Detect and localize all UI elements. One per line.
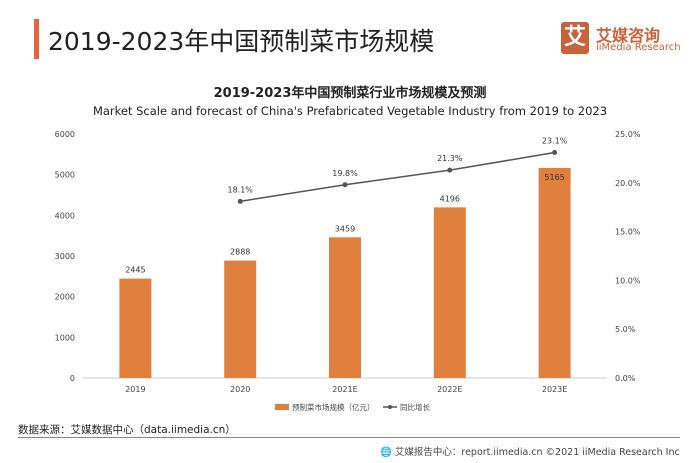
y-tick-label: 3000: [55, 252, 75, 261]
bar: [224, 260, 257, 378]
logo-icon: 艾: [561, 22, 589, 54]
x-tick-label: 2021E: [332, 385, 357, 394]
legend-bar-swatch: [275, 404, 289, 410]
growth-point: [342, 182, 348, 188]
y-tick-label: 6000: [55, 130, 75, 139]
footer-credit: 🌐 艾媒报告中心：report.iimedia.cn ©2021 iiMedia…: [380, 444, 680, 458]
bar-value-label: 4196: [440, 194, 460, 203]
data-source: 数据来源：艾媒数据中心（data.iimedia.cn）: [18, 424, 236, 436]
y2-tick-label: 0.0%: [615, 374, 636, 383]
bar-value-label: 3459: [335, 224, 355, 233]
chart-title: 2019-2023年中国预制菜行业市场规模及预测: [213, 86, 487, 101]
globe-icon: 🌐: [380, 447, 392, 458]
y-tick-label: 0: [70, 374, 75, 383]
logo-text-cn: 艾媒咨询: [596, 26, 661, 45]
y2-tick-label: 25.0%: [615, 130, 641, 139]
legend-line-label: 同比增长: [400, 402, 430, 412]
y-tick-label: 5000: [55, 171, 75, 180]
bar: [538, 167, 571, 378]
y-tick-label: 1000: [55, 333, 75, 342]
growth-line: [240, 151, 555, 203]
growth-point: [237, 198, 243, 204]
x-tick-label: 2019: [125, 385, 145, 394]
bar: [329, 237, 361, 378]
bar-value-label: 5165: [544, 173, 564, 182]
y2-tick-label: 20.0%: [615, 179, 641, 188]
x-tick-label: 2023E: [542, 385, 567, 394]
growth-label: 18.1%: [227, 185, 253, 194]
growth-point: [447, 167, 453, 173]
growth-label: 19.8%: [332, 169, 358, 178]
growth-point: [552, 150, 558, 156]
y-tick-label: 4000: [55, 211, 75, 220]
bar-value-label: 2888: [230, 248, 250, 257]
legend-bar-label: 预制菜市场规模（亿元）: [292, 402, 375, 412]
x-tick-label: 2022E: [437, 385, 462, 394]
legend-line-marker: [388, 405, 392, 409]
growth-label: 23.1%: [542, 137, 568, 146]
chart: 0 1000 2000 3000 4000 5000 6000 0.0% 5.0% 10.0% 15…: [55, 130, 641, 412]
divider: [18, 437, 680, 438]
bar: [119, 278, 152, 378]
credit-text: 艾媒报告中心：report.iimedia.cn ©2021 iiMedia R…: [394, 447, 680, 458]
y2-tick-label: 10.0%: [615, 276, 641, 285]
page-title: 2019-2023年中国预制菜市场规模: [48, 27, 435, 56]
bar-value-label: 2445: [125, 266, 145, 275]
y2-tick-label: 5.0%: [615, 325, 636, 334]
growth-label: 21.3%: [437, 154, 463, 163]
logo-text-en: iiMedia Research: [596, 42, 681, 53]
chart-subtitle: Market Scale and forecast of China's Pre…: [92, 104, 608, 118]
title-accent-bar: [34, 19, 39, 59]
x-tick-label: 2020: [230, 385, 250, 394]
bar: [433, 207, 466, 378]
y-tick-label: 2000: [55, 293, 75, 302]
y2-tick-label: 15.0%: [615, 228, 641, 237]
